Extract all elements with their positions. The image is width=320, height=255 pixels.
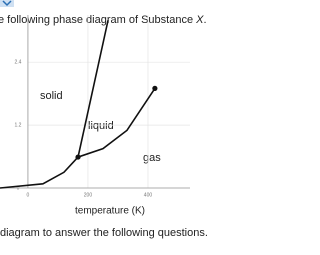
chevron-icon xyxy=(2,0,12,7)
x-axis-label: temperature (K) xyxy=(75,206,145,217)
title-var: X xyxy=(195,14,204,26)
phase-curve xyxy=(77,87,156,158)
annotation: liquid xyxy=(88,120,114,132)
y-tick-label: 1.2 xyxy=(15,122,22,128)
footer-text: diagram to answer the following question… xyxy=(0,227,208,239)
annotation: gas xyxy=(143,152,161,164)
chevron-tab[interactable] xyxy=(0,0,14,7)
title-text: e following phase diagram of Substance xyxy=(0,14,193,26)
annotation: solid xyxy=(40,90,63,102)
x-tick-label: 0 xyxy=(27,192,30,198)
phase-point xyxy=(152,85,158,91)
phase-point xyxy=(75,154,81,160)
y-tick-label: 2.4 xyxy=(15,60,22,66)
chart: e following phase diagram of Substance X… xyxy=(0,0,208,239)
chart-title: e following phase diagram of Substance X… xyxy=(0,14,207,26)
title-end: . xyxy=(203,14,206,26)
x-tick-label: 200 xyxy=(84,192,93,198)
phase-curve xyxy=(77,20,109,158)
phase-curve xyxy=(0,156,79,189)
x-tick-label: 400 xyxy=(144,192,153,198)
page: e following phase diagram of Substance X… xyxy=(0,0,208,239)
